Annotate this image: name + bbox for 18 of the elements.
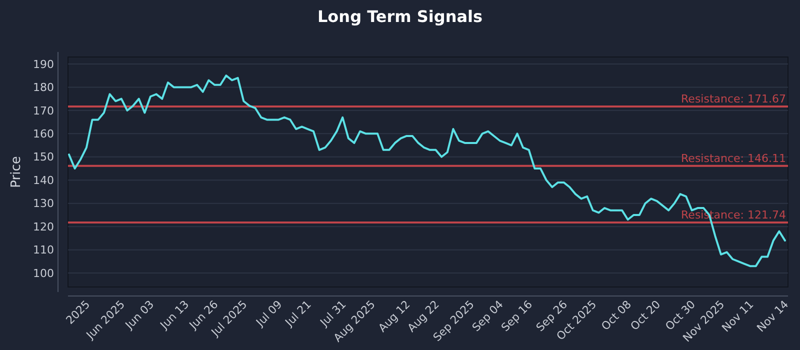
y-tick-label: 190 bbox=[33, 58, 54, 71]
x-tick-label: Jul 09 bbox=[253, 298, 285, 330]
y-tick-label: 110 bbox=[33, 244, 54, 257]
y-tick-label: 140 bbox=[33, 174, 54, 187]
chart-title: Long Term Signals bbox=[317, 7, 483, 26]
y-tick-label: 150 bbox=[33, 150, 54, 164]
x-tick-label: Nov 14 bbox=[754, 298, 792, 335]
y-tick-label: 170 bbox=[33, 104, 54, 118]
y-tick-label: 130 bbox=[33, 197, 54, 210]
y-axis-title: Price bbox=[9, 156, 24, 188]
y-tick-label: 160 bbox=[33, 128, 54, 141]
y-tick-label: 180 bbox=[33, 81, 54, 94]
x-tick-label: Jul 21 bbox=[282, 298, 314, 330]
y-tick-label: 100 bbox=[33, 266, 54, 280]
ref-line-label: Resistance: 146.11 bbox=[681, 152, 786, 165]
y-tick-label: 120 bbox=[33, 220, 54, 234]
ref-line-label: Resistance: 171.67 bbox=[681, 92, 786, 106]
line-series bbox=[68, 74, 786, 268]
